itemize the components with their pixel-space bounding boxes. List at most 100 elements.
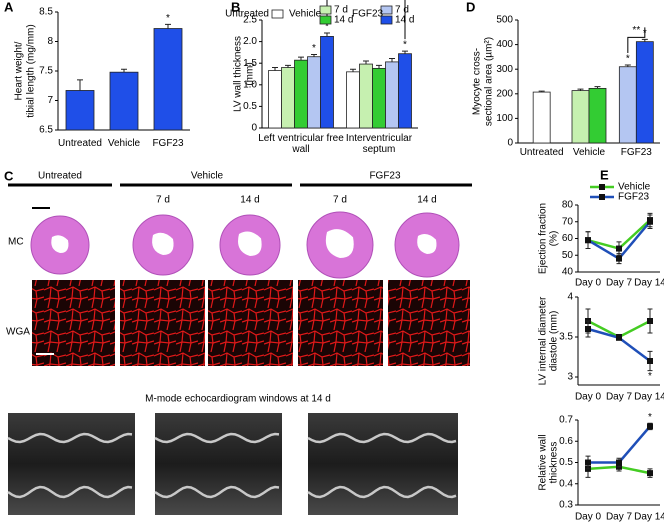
y-tick-label: 7.5 xyxy=(39,66,53,77)
legend-swatch xyxy=(319,15,332,25)
bar xyxy=(532,91,551,144)
echo-image xyxy=(155,413,282,515)
x-tick-label: Day 7 xyxy=(606,512,633,523)
label-box: Untreated xyxy=(519,147,564,158)
bar xyxy=(588,87,607,144)
y-tick-label: 80 xyxy=(562,200,574,211)
ventricle-lumen xyxy=(417,233,437,254)
column-label: 7 d xyxy=(333,195,347,206)
y-tick-label: 0 xyxy=(251,123,257,134)
legend-group: Vehicle xyxy=(289,9,322,20)
y-tick-label: 40 xyxy=(562,267,574,278)
y-tick-label: 1.5 xyxy=(243,58,257,69)
y-tick-label: 60 xyxy=(562,233,574,244)
x-tick-label: Day 0 xyxy=(575,512,602,523)
x-tick-label: Day 7 xyxy=(606,392,633,403)
row-label: WGA xyxy=(6,327,30,338)
wga-image xyxy=(388,280,470,366)
y-tick-label: 300 xyxy=(496,64,513,75)
label-box: Untreated xyxy=(58,138,102,149)
legend-swatch xyxy=(319,5,332,15)
column-label: 14 d xyxy=(417,195,436,206)
category-label: Untreated xyxy=(519,147,564,158)
bar xyxy=(346,71,360,129)
echo-trace xyxy=(307,432,457,444)
error-bar xyxy=(121,68,127,73)
y-axis-label: (mm) xyxy=(245,62,256,85)
significance-mark: * xyxy=(648,371,652,382)
legend-label: 7 d xyxy=(334,5,348,16)
bar xyxy=(618,66,637,144)
point xyxy=(585,237,591,244)
bar xyxy=(571,90,590,144)
label-box: FGF23 xyxy=(621,147,652,158)
wga-image xyxy=(120,280,205,366)
ventricle-lumen xyxy=(325,229,354,258)
bracket-label: ** xyxy=(632,25,640,36)
x-tick-label: Day 14 xyxy=(634,278,664,289)
bar xyxy=(294,59,308,129)
x-tick-label: Day 0 xyxy=(575,278,602,289)
label-box: Vehicle xyxy=(572,147,606,158)
bar xyxy=(65,90,95,131)
error-bar xyxy=(272,67,278,71)
point xyxy=(647,318,653,324)
error-bar xyxy=(577,88,584,91)
bar xyxy=(359,63,373,129)
group-label: FGF23 xyxy=(369,171,401,182)
error-bar xyxy=(350,68,356,72)
legend-swatch xyxy=(271,9,284,19)
label-box: Interventricular septum xyxy=(346,133,412,155)
y-tick-label: 3.5 xyxy=(559,332,573,343)
y-axis-label: Myocyte cross- xyxy=(472,48,483,115)
bar xyxy=(109,71,139,131)
y-axis-label: Heart weight/ xyxy=(14,41,25,100)
y-tick-label: 50 xyxy=(562,250,574,261)
error-bar xyxy=(402,50,408,54)
group-label: Untreated xyxy=(38,171,82,182)
legend-group: FGF23 xyxy=(352,9,384,20)
legend-label: 14 d xyxy=(395,15,414,26)
error-bar xyxy=(376,64,382,69)
error-bar xyxy=(538,90,545,93)
y-axis-label: sectional area (µm²) xyxy=(484,37,495,126)
error-bar xyxy=(285,64,291,68)
echo-trace xyxy=(154,432,280,444)
y-tick-label: 200 xyxy=(496,88,513,99)
bar xyxy=(398,53,412,129)
significance-mark: * xyxy=(403,40,407,51)
echo-trace xyxy=(307,485,457,499)
panel-letter: A xyxy=(4,0,14,14)
point xyxy=(585,326,591,332)
column-label: 7 d xyxy=(156,195,170,206)
column-label: 14 d xyxy=(240,195,259,206)
x-tick-label: Day 7 xyxy=(606,278,633,289)
legend-marker xyxy=(599,184,605,190)
bar xyxy=(320,36,334,129)
y-tick-label: 0.5 xyxy=(243,101,257,112)
y-tick-label: 0.4 xyxy=(559,478,573,489)
error-bar xyxy=(311,54,317,57)
legend-label: FGF23 xyxy=(618,192,650,203)
significance-mark: * xyxy=(325,22,329,33)
bar xyxy=(268,70,282,129)
error-bar xyxy=(641,38,648,42)
label-box: Left ventricular free wall xyxy=(258,133,344,155)
bar xyxy=(307,56,321,129)
point xyxy=(647,423,653,430)
legend-swatch xyxy=(380,5,393,15)
series-line xyxy=(588,425,651,464)
y-tick-label: 0.5 xyxy=(559,457,573,468)
y-axis-label: tibial length (mg/mm) xyxy=(26,24,37,117)
y-axis-label: diastole (mm) xyxy=(549,311,560,372)
point xyxy=(585,459,591,466)
ventricle-lumen xyxy=(152,232,174,255)
legend-label: 14 d xyxy=(334,15,353,26)
category-label: Vehicle xyxy=(572,147,606,158)
wga-image xyxy=(208,280,293,366)
y-tick-label: 400 xyxy=(496,39,513,50)
bracket xyxy=(627,27,646,54)
y-axis-label: Relative wall xyxy=(538,434,549,490)
y-tick-label: 7 xyxy=(47,95,53,106)
